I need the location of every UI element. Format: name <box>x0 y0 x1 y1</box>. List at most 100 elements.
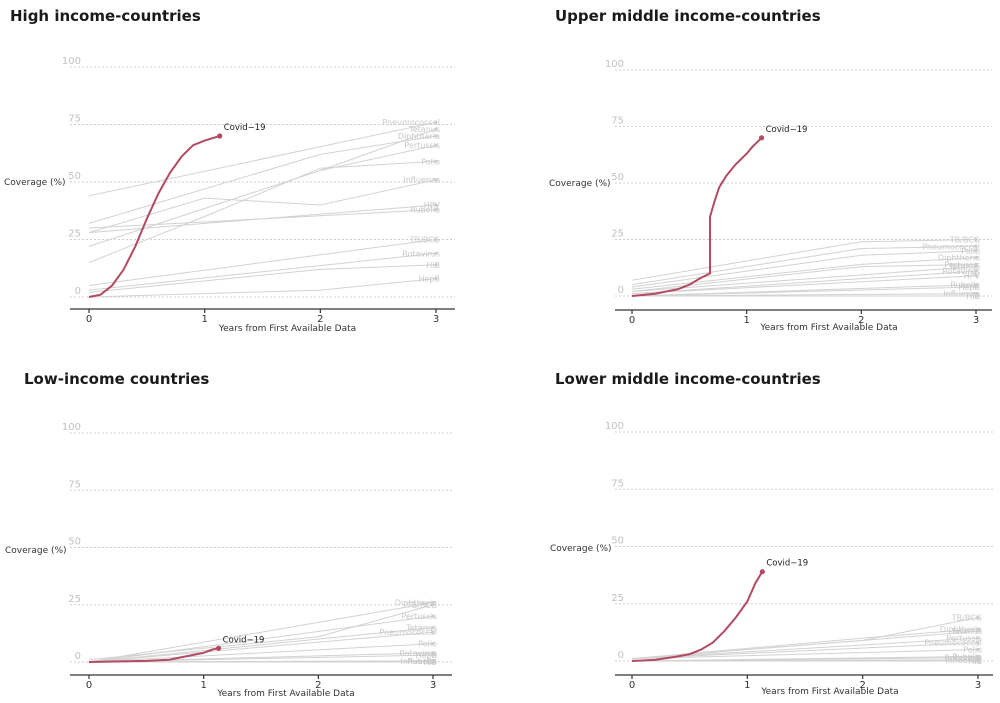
series-label-pneumococcal: Pneumococcal <box>382 118 440 127</box>
series-label-hib: HiB <box>968 657 982 666</box>
series-end-point-pneumococcal <box>976 641 980 645</box>
series-end-point-pneumococcal <box>974 244 978 248</box>
series-label-tetanus: Tetanus <box>950 627 982 636</box>
series-line-tb-bcg <box>88 239 437 286</box>
series-end-point-rubella <box>434 208 438 212</box>
series-end-point-pertussis <box>974 262 978 266</box>
y-tick-label: 100 <box>62 422 81 433</box>
series-end-point-hpv <box>974 274 978 278</box>
series-line-rotavirus <box>631 270 977 295</box>
y-tick-label: 0 <box>75 286 81 297</box>
y-tick-label: 50 <box>68 171 81 182</box>
series-end-point-pneumococcal <box>434 120 438 124</box>
series-label-rotavirus: Rotavirus <box>402 249 440 258</box>
lower-middle-panel: Lower middle income-countries 0 25 50 75 100 T… <box>550 370 993 697</box>
series-end-point-diphtheria <box>431 600 435 605</box>
series-line-covid-19 <box>631 571 764 662</box>
series-end-point-tb-bcg <box>434 237 438 242</box>
panel-title: Lower middle income-countries <box>555 370 821 388</box>
x-tick-label: 2 <box>315 680 321 691</box>
series-label-rubella: Rubella <box>952 652 982 661</box>
series-label-diphtheria: Diphtheria <box>940 625 982 634</box>
x-tick-label: 3 <box>973 315 979 326</box>
series-label-tetanus: Tetanus <box>405 624 437 633</box>
y-tick-label: 50 <box>68 537 81 548</box>
series-label-rubella: Rubella <box>407 657 437 666</box>
series-end-point-diphtheria <box>974 255 978 260</box>
upper-middle-panel: Upper middle income-countries 0 25 50 75 100 T… <box>549 7 992 333</box>
series-label-hepb: HepB <box>418 275 440 284</box>
series-label-tb-bcg: TB/BCG <box>406 601 437 610</box>
y-tick-label: 0 <box>618 650 624 661</box>
series-label-influenza: Influenza <box>945 656 982 665</box>
x-tick-label: 1 <box>743 315 749 326</box>
series-line-covid-19 <box>88 647 219 663</box>
series-line-pneumococcal <box>88 121 437 197</box>
series-end-point-hib <box>434 263 438 267</box>
series-end-point-polio <box>976 647 980 652</box>
series-label-polio: Polio <box>421 157 440 166</box>
series-label-pertussis: Pertussis <box>944 260 980 269</box>
series-label-hib: HiB <box>426 261 440 270</box>
series-label-diphtheria: Diphtheria <box>398 132 440 141</box>
series-label-hepb: HepB <box>958 283 980 292</box>
y-tick-label: 25 <box>611 593 624 604</box>
series-label-pertussis: Pertussis <box>404 141 440 150</box>
series-label-polio: Polio <box>418 640 437 649</box>
series-end-point-covid-19 <box>215 645 222 651</box>
series-label-hepb: HepB <box>415 651 437 660</box>
series-label-tetanus: Tetanus <box>408 125 440 134</box>
x-tick-label: 1 <box>200 680 206 691</box>
series-label-hib: HiB <box>423 658 437 667</box>
x-tick-label: 0 <box>629 680 635 691</box>
y-tick-label: 100 <box>605 421 624 432</box>
series-label-pneumococcal: Pneumococcal <box>922 242 980 251</box>
y-tick-label: 0 <box>75 651 81 662</box>
series-line-polio <box>88 643 434 663</box>
series-end-point-pertussis <box>431 614 435 618</box>
series-label-influenza: Influenza <box>943 290 980 299</box>
series-end-point-rotavirus <box>434 251 438 255</box>
series-end-point-tb-bcg <box>976 615 980 620</box>
panel-title: High income-countries <box>10 7 201 25</box>
x-axis-title: Years from First Available Data <box>216 689 354 699</box>
series-end-point-polio <box>434 159 438 163</box>
series-end-point-hib <box>974 294 978 298</box>
series-line-hepb <box>631 286 977 297</box>
y-tick-label: 100 <box>62 56 81 67</box>
y-tick-label: 25 <box>68 594 81 605</box>
series-end-point-hib <box>431 660 435 664</box>
series-end-point-rotavirus <box>431 651 435 655</box>
series-line-pneumococcal <box>631 642 979 660</box>
x-tick-label: 1 <box>744 680 750 691</box>
panel-title: Low-income countries <box>24 370 209 388</box>
series-label-rotavirus: Rotavirus <box>399 649 437 658</box>
series-end-point-diphtheria <box>976 627 980 631</box>
series-line-hepb <box>88 278 437 298</box>
series-label-rubella: Rubella <box>410 206 440 215</box>
series-line-tetanus <box>631 266 977 292</box>
series-end-point-tetanus <box>976 629 980 633</box>
high-panel: High income-countries 0 25 50 75 100 Pneumococ… <box>4 7 455 334</box>
series-end-point-hepb <box>434 277 438 281</box>
series-label-tb-bcg: TB/BCG <box>951 613 982 622</box>
series-line-diphtheria <box>631 257 977 290</box>
series-line-pneumococcal <box>631 245 977 286</box>
series-end-point-diphtheria <box>434 134 438 138</box>
x-tick-label: 1 <box>201 314 207 325</box>
series-line-diphtheria <box>88 135 437 224</box>
y-tick-label: 50 <box>611 172 624 183</box>
y-tick-label: 75 <box>68 479 81 490</box>
series-end-point-influenza <box>434 178 438 182</box>
series-end-point-tb-bcg <box>431 603 435 607</box>
series-label-tb-bcg: TB/BCG <box>949 236 980 245</box>
series-label-rotavirus: Rotavirus <box>942 267 980 276</box>
series-label-covid-19: Covid−19 <box>224 123 266 133</box>
series-end-point-pneumococcal <box>431 630 435 634</box>
series-end-point-pertussis <box>976 636 980 640</box>
y-axis-title: Coverage (%) <box>550 544 612 554</box>
y-tick-label: 25 <box>611 229 624 240</box>
y-tick-label: 50 <box>611 536 624 547</box>
y-tick-label: 100 <box>605 59 624 70</box>
